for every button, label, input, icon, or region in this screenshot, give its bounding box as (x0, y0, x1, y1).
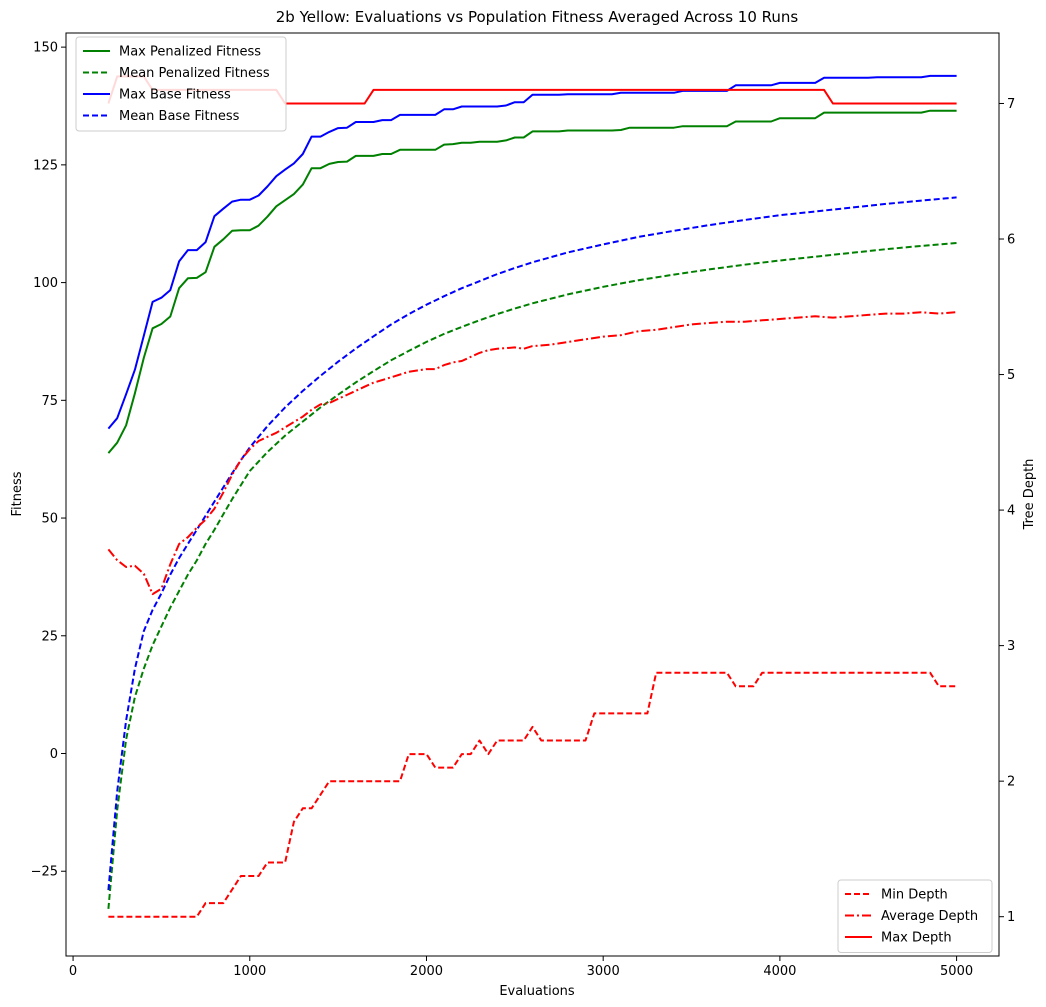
legend-box (837, 879, 993, 953)
x-tick-label: 3000 (587, 964, 620, 979)
x-tick-label: 4000 (763, 964, 796, 979)
series-line-max-penalized-fitness (107, 109, 957, 454)
y2-tick-label: 1 (1007, 910, 1015, 925)
plot-area (66, 33, 999, 956)
series-line-mean-base-fitness (107, 196, 957, 891)
y-tick-label: 0 (50, 747, 58, 762)
y-tick-label: 75 (41, 394, 58, 409)
y2-tick-label: 2 (1007, 775, 1015, 790)
legend-depth: Min Depth Average Depth Max Depth (837, 879, 993, 953)
axes-frame (65, 32, 1000, 957)
legend-label: Max Base Fitness (119, 88, 231, 103)
legend-label: Min Depth (881, 888, 948, 903)
chart-title: 2b Yellow: Evaluations vs Population Fit… (276, 8, 799, 26)
series-line-min-depth (108, 671, 957, 918)
y-tick-label: 50 (41, 512, 58, 527)
y2-tick-label: 5 (1007, 368, 1015, 383)
x-tick-label: 0 (69, 964, 77, 979)
y-tick-label: 100 (33, 276, 58, 291)
legend-label: Max Depth (881, 931, 952, 946)
y2-axis-label: Tree Depth (1022, 459, 1037, 531)
y-tick-label: 25 (41, 629, 58, 644)
y2-tick-label: 4 (1007, 504, 1015, 519)
y2-tick-label: 3 (1007, 639, 1015, 654)
legend-label: Max Penalized Fitness (119, 45, 261, 60)
series-line-mean-penalized-fitness (107, 242, 957, 909)
series-line-average-depth (107, 311, 957, 596)
axes-layer: 0 1000 2000 3000 4000 5000−250255075100125150… (31, 32, 1015, 979)
y-axis-label: Fitness (10, 471, 25, 516)
x-axis-label: Evaluations (499, 984, 575, 999)
x-tick-label: 5000 (940, 964, 973, 979)
x-tick-label: 2000 (410, 964, 443, 979)
y-tick-label: 125 (33, 158, 58, 173)
y-tick-label: −25 (31, 865, 58, 880)
legend-label: Average Depth (881, 909, 978, 924)
legend-fitness: Max Penalized Fitness Mean Penalized Fitn… (75, 36, 287, 132)
legend-label: Mean Base Fitness (119, 109, 240, 124)
x-tick-label: 1000 (233, 964, 266, 979)
y-tick-label: 150 (33, 41, 58, 56)
legend-label: Mean Penalized Fitness (119, 66, 270, 81)
y2-tick-label: 7 (1007, 97, 1015, 112)
y2-tick-label: 6 (1007, 233, 1015, 248)
legend-box (75, 36, 287, 132)
